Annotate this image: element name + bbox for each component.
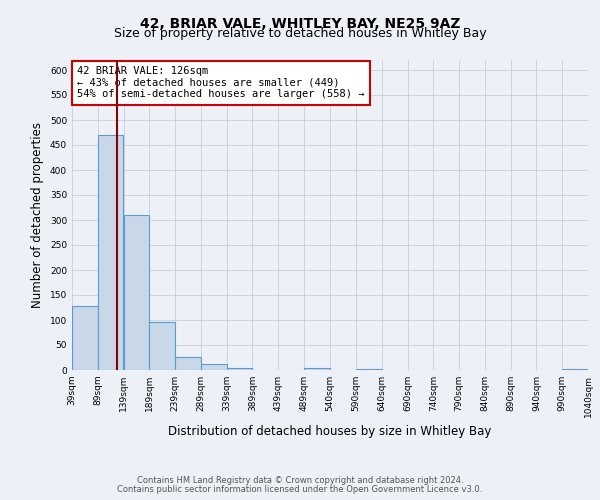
- Bar: [72, 306, 98, 370]
- Bar: [356, 368, 382, 370]
- Text: Contains public sector information licensed under the Open Government Licence v3: Contains public sector information licen…: [118, 485, 482, 494]
- Bar: [175, 356, 201, 370]
- Bar: [149, 322, 175, 370]
- X-axis label: Distribution of detached houses by size in Whitley Bay: Distribution of detached houses by size …: [169, 425, 491, 438]
- Y-axis label: Number of detached properties: Number of detached properties: [31, 122, 44, 308]
- Bar: [98, 135, 124, 370]
- Text: 42, BRIAR VALE, WHITLEY BAY, NE25 9AZ: 42, BRIAR VALE, WHITLEY BAY, NE25 9AZ: [140, 18, 460, 32]
- Bar: [304, 368, 330, 370]
- Bar: [562, 368, 588, 370]
- Text: Size of property relative to detached houses in Whitley Bay: Size of property relative to detached ho…: [113, 28, 487, 40]
- Bar: [124, 214, 149, 370]
- Text: 42 BRIAR VALE: 126sqm
← 43% of detached houses are smaller (449)
54% of semi-det: 42 BRIAR VALE: 126sqm ← 43% of detached …: [77, 66, 365, 100]
- Bar: [201, 364, 227, 370]
- Text: Contains HM Land Registry data © Crown copyright and database right 2024.: Contains HM Land Registry data © Crown c…: [137, 476, 463, 485]
- Bar: [227, 368, 252, 370]
